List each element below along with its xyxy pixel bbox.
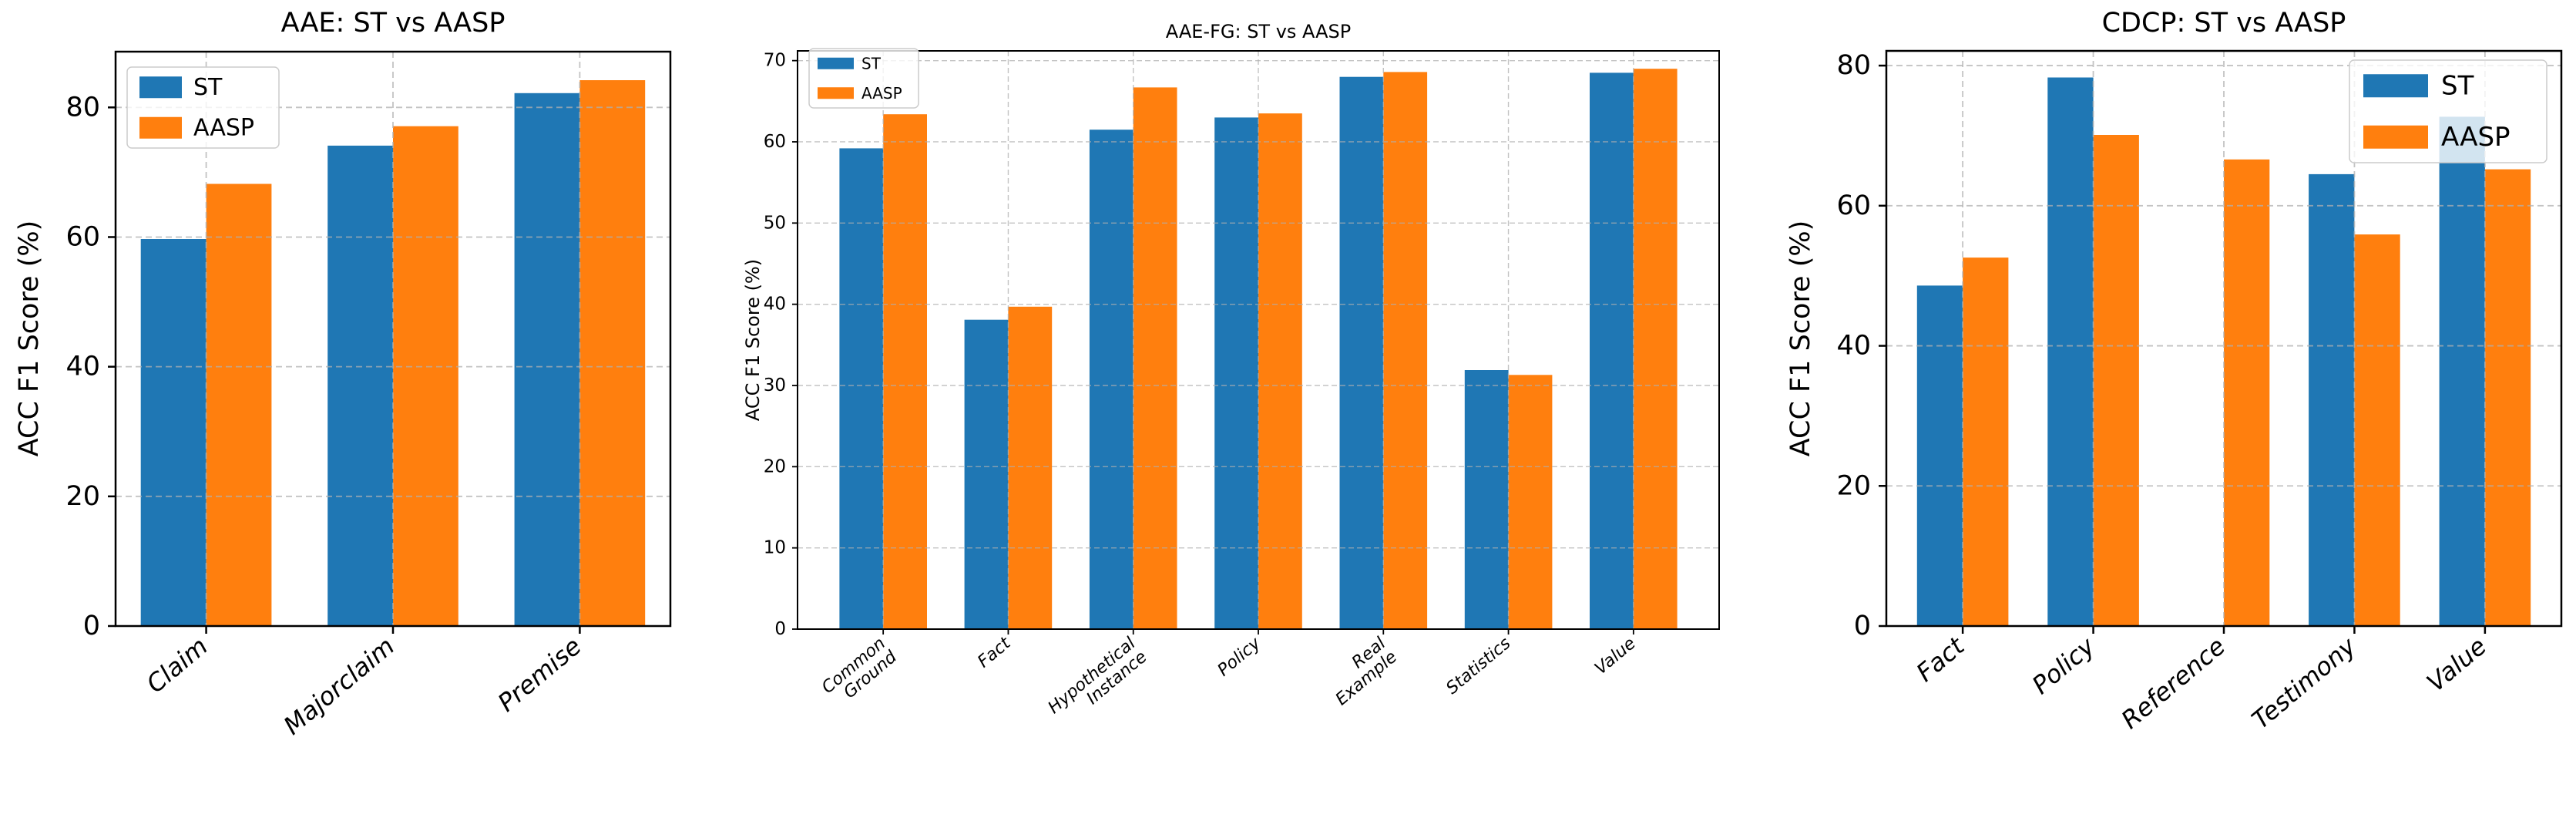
- y-tick-label: 70: [764, 51, 786, 71]
- y-tick-label: 20: [1836, 470, 1871, 501]
- bar-st-statistics: [1464, 370, 1509, 629]
- legend: ST AASP: [2349, 59, 2547, 163]
- y-axis-label-aae-fg: ACC F1 Score (%): [742, 258, 764, 422]
- x-tick-label: Claim: [141, 631, 213, 699]
- y-tick-label: 0: [1854, 611, 1871, 641]
- y-tick-label: 80: [1836, 50, 1871, 81]
- bar-st-policy: [2047, 77, 2094, 626]
- legend-swatch-st-icon: [818, 57, 854, 69]
- y-tick-label: 20: [764, 456, 786, 476]
- y-tick-label: 60: [1836, 190, 1871, 221]
- y-tick-label: 40: [764, 295, 786, 315]
- legend-label-st: ST: [193, 74, 223, 101]
- bar-st-value: [1590, 72, 1634, 629]
- y-tick-label: 80: [65, 92, 100, 123]
- y-tick-label: 20: [65, 481, 100, 512]
- x-tick-label: Majorclaim: [278, 631, 400, 741]
- bar-aasp-testimony: [2354, 234, 2400, 626]
- chart-title-aae: AAE: ST vs AASP: [280, 8, 505, 39]
- bar-aasp-policy: [2093, 135, 2139, 626]
- y-tick-label: 0: [774, 619, 786, 639]
- legend-swatch-st-icon: [139, 76, 182, 99]
- x-tick-label: Fact: [1911, 631, 1971, 688]
- legend-label-st: ST: [2441, 70, 2474, 101]
- y-axis-label-aae: ACC F1 Score (%): [14, 220, 45, 457]
- bar-aasp-reference: [2224, 159, 2270, 627]
- bar-aasp-premise: [579, 80, 646, 626]
- bar-aasp-fact: [1008, 306, 1053, 629]
- x-tick-label: CommonGround: [818, 633, 902, 711]
- bar-st-value: [2439, 116, 2485, 626]
- y-tick-label: 30: [764, 375, 786, 396]
- bar-aasp-value: [1633, 69, 1678, 629]
- x-tick-label: Statistics: [1442, 634, 1514, 698]
- x-tick-label: Reference: [2116, 631, 2232, 735]
- bar-aasp-hypothetical-instance: [1133, 87, 1177, 629]
- bar-aasp-claim: [206, 183, 272, 626]
- legend-swatch-aasp-icon: [2363, 125, 2428, 149]
- x-tick-label: RealExample: [1321, 634, 1401, 709]
- bar-aasp-value: [2484, 169, 2531, 627]
- bar-aasp-fact: [1963, 258, 2009, 626]
- bar-st-common-ground: [839, 148, 884, 629]
- y-tick-label: 60: [764, 132, 786, 152]
- bar-st-majorclaim: [327, 145, 393, 626]
- legend-label-aasp: AASP: [193, 114, 254, 141]
- bar-st-premise: [514, 93, 580, 627]
- bar-aasp-statistics: [1508, 375, 1553, 629]
- x-tick-label: HypotheticalInstance: [1045, 634, 1151, 732]
- bar-st-policy: [1214, 117, 1258, 629]
- bar-st-claim: [140, 239, 207, 626]
- bar-aasp-common-ground: [883, 114, 927, 629]
- legend-swatch-aasp-icon: [818, 87, 854, 99]
- y-tick-label: 0: [83, 611, 100, 641]
- legend-swatch-st-icon: [2363, 74, 2428, 98]
- y-tick-label: 10: [764, 538, 786, 558]
- x-tick-label: Fact: [974, 633, 1015, 672]
- y-tick-label: 60: [65, 221, 100, 252]
- legend-label-aasp: AASP: [2441, 122, 2511, 153]
- bar-aasp-real-example: [1383, 72, 1428, 629]
- x-tick-label: Value: [1591, 634, 1640, 678]
- legend: ST AASP: [808, 48, 919, 109]
- chart-aae-fg: 0 10 20 30 40 50 60 70 CommonGround Fact Hypotheti…: [764, 48, 1720, 732]
- bar-aasp-policy: [1258, 113, 1302, 630]
- y-tick-label: 50: [764, 213, 786, 233]
- chart-title-cdcp: CDCP: ST vs AASP: [2101, 8, 2346, 39]
- x-tick-label: Policy: [1214, 633, 1265, 680]
- y-tick-label: 40: [65, 352, 100, 382]
- legend-label-st: ST: [861, 54, 882, 72]
- bar-st-hypothetical-instance: [1089, 130, 1134, 629]
- bar-st-fact: [1916, 285, 1963, 626]
- bar-st-fact: [964, 319, 1009, 629]
- bar-st-real-example: [1339, 76, 1384, 629]
- y-axis-label-cdcp: ACC F1 Score (%): [1785, 220, 1816, 457]
- legend-label-aasp: AASP: [861, 84, 902, 103]
- bar-aasp-majorclaim: [393, 126, 458, 626]
- x-tick-label: Value: [2421, 631, 2492, 698]
- y-tick-label: 40: [1836, 331, 1871, 362]
- x-tick-label: Premise: [492, 631, 587, 718]
- chart-title-aae-fg: AAE-FG: ST vs AASP: [1165, 21, 1352, 42]
- x-tick-label: Policy: [2027, 631, 2101, 700]
- chart-cdcp: 0 20 40 60 80 Fact Policy Reference Testimony Val…: [1836, 49, 2563, 735]
- bar-st-testimony: [2309, 173, 2355, 626]
- legend: ST AASP: [126, 66, 280, 149]
- x-tick-label: Testimony: [2246, 631, 2362, 735]
- chart-aae: 0 20 40 60 80 Claim Majorclaim Premise ST AASP: [65, 50, 672, 741]
- legend-swatch-aasp-icon: [139, 116, 182, 139]
